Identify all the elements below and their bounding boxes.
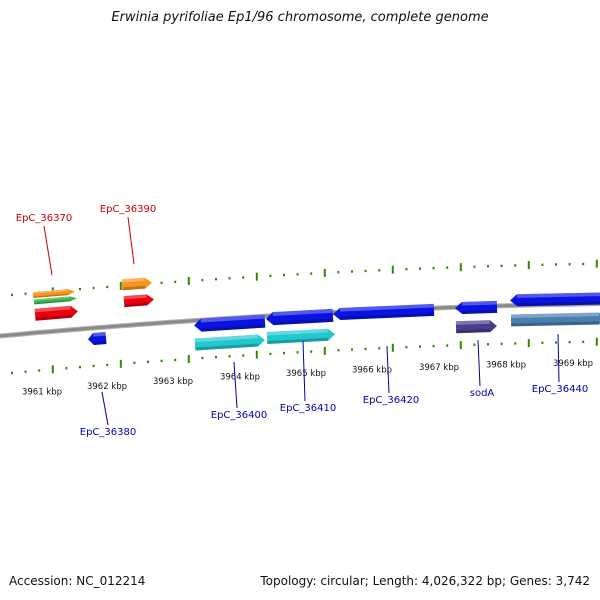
gene-green-1-shade [34, 300, 71, 305]
gene-cyan-1-highlight [194, 334, 258, 343]
gene-cyan-1 [194, 334, 265, 351]
gene-red-1-highlight [34, 305, 71, 313]
scale-label: 3964 kbp [220, 373, 260, 383]
gene-blue-36440 [510, 292, 600, 307]
gene-green-1-body [33, 296, 77, 305]
gene-red-1 [34, 305, 78, 321]
scale-label: 3968 kbp [486, 361, 526, 371]
scale-label: 3966 kbp [352, 366, 392, 376]
scale-label: 3965 kbp [286, 369, 326, 379]
scale-label: 3961 kbp [22, 387, 62, 397]
gene-blue-sodA-body [455, 300, 498, 315]
gene-green-1 [33, 296, 77, 305]
gene-steel-1-highlight [510, 312, 599, 319]
gene-red-1-body [34, 305, 78, 321]
gene-label-EpC_36370: EpC_36370 [16, 213, 72, 224]
scale-label: 3962 kbp [87, 382, 127, 392]
leader-line [302, 340, 306, 402]
genome-summary-text: Topology: circular; Length: 4,026,322 bp… [260, 574, 590, 588]
gene-orange-2 [121, 277, 152, 291]
bottom-tick-row [11, 337, 598, 375]
gene-orange-1-body [32, 289, 75, 299]
gene-label-EpC_36400: EpC_36400 [211, 410, 267, 421]
gene-blue-36410-body [266, 308, 334, 326]
gene-steel-1-shade [511, 321, 600, 327]
gene-cyan-2-body [266, 328, 335, 345]
gene-orange-2-body [121, 277, 152, 291]
gene-purple-1-body [455, 320, 497, 334]
gene-label-EpC_36420: EpC_36420 [363, 395, 419, 406]
leader-line [233, 361, 238, 409]
gene-purple-1-highlight [455, 320, 490, 325]
gene-cyan-1-shade [195, 343, 259, 351]
gene-blue-small-body [88, 332, 107, 345]
gene-cyan-2-shade [267, 337, 329, 345]
gene-blue-sodA-shade [462, 309, 498, 315]
leader-line [101, 391, 109, 426]
gene-blue-36410-shade [273, 318, 334, 326]
map-title: Erwinia pyrifoliae Ep1/96 chromosome, co… [111, 10, 489, 25]
gene-blue-sodA [455, 300, 498, 315]
leader-line [43, 225, 53, 276]
leader-line [557, 333, 560, 383]
scale-label: 3963 kbp [153, 377, 193, 387]
gene-red-2 [123, 294, 154, 308]
gene-blue-36400-body [194, 314, 266, 332]
gene-label-EpC_36390: EpC_36390 [100, 204, 156, 215]
gene-blue-small-highlight [92, 332, 106, 337]
gene-orange-2-highlight [121, 277, 145, 283]
gene-purple-1-shade [456, 329, 491, 334]
gene-orange-1-highlight [32, 289, 68, 294]
gene-blue-36410 [266, 308, 334, 326]
scale-label: 3969 kbp [553, 359, 593, 369]
gene-blue-36440-body [510, 292, 600, 307]
gene-orange-1-shade [33, 293, 69, 299]
gene-steel-1 [510, 312, 600, 327]
leader-line [386, 345, 390, 394]
gene-cyan-1-body [194, 334, 265, 351]
gene-orange-1 [32, 289, 75, 299]
accession-text: Accession: NC_012214 [9, 574, 146, 588]
gene-blue-36400-shade [201, 324, 266, 332]
leader-line [477, 339, 481, 387]
gene-blue-36400 [194, 314, 266, 332]
gene-red-2-highlight [123, 294, 147, 300]
gene-green-1-highlight [33, 296, 70, 301]
gene-steel-1-body [510, 312, 600, 327]
gene-blue-36420-shade [340, 312, 435, 320]
gene-red-2-shade [124, 302, 148, 308]
gene-cyan-2 [266, 328, 335, 345]
gene-red-2-body [123, 294, 154, 308]
gene-blue-sodA-highlight [461, 300, 497, 306]
gene-blue-36440-highlight [516, 292, 600, 298]
gene-blue-36440-shade [517, 301, 600, 307]
gene-blue-36410-highlight [272, 308, 333, 317]
gene-label-EpC_36410: EpC_36410 [280, 403, 336, 414]
gene-blue-36420-body [333, 303, 435, 320]
gene-blue-36420 [333, 303, 435, 320]
scale-label: 3967 kbp [419, 363, 459, 373]
gene-blue-small-shade [93, 340, 107, 345]
gene-blue-36400-highlight [200, 314, 265, 323]
gene-label-EpC_36440: EpC_36440 [532, 384, 588, 395]
gene-red-1-shade [35, 314, 72, 321]
leader-line [127, 216, 135, 265]
gene-blue-small [88, 332, 107, 345]
gene-blue-36420-highlight [339, 303, 434, 312]
gene-label-EpC_36380: EpC_36380 [80, 427, 136, 438]
gene-purple-1 [455, 320, 497, 334]
gene-label-sodA: sodA [470, 388, 495, 399]
top-tick-row [11, 259, 598, 297]
gene-cyan-2-highlight [266, 328, 328, 336]
gene-orange-2-shade [122, 285, 146, 291]
